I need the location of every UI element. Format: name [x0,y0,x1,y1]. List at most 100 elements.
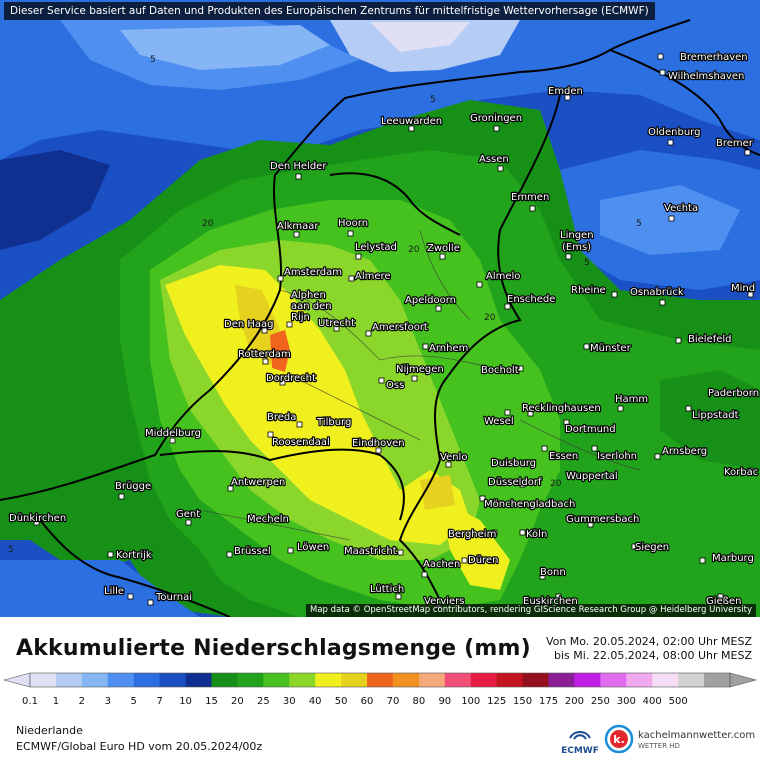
legend-tick-label: 175 [539,696,558,707]
city-dot-icon [675,337,682,344]
isoline-label: 20 [202,219,214,229]
city-marker: Gummersbach [565,513,641,528]
city-marker: Tilburg [315,416,353,429]
city-label: Dünkirchen [9,513,66,524]
city-label: Apeldoorn [405,295,456,306]
city-dot-icon [631,543,638,550]
legend-tick-label: 90 [438,696,451,707]
city-marker: Lingen(Ems) [559,229,595,260]
city-label: Emmen [511,192,549,203]
ecmwf-logo[interactable]: ECMWF [560,727,600,756]
legend-tick-label: 300 [617,696,636,707]
city-dot-icon [411,375,418,382]
city-dot-icon [365,330,372,337]
legend-tick-label: 100 [461,696,480,707]
city-dot-icon [591,445,598,452]
city-marker: Maastricht [343,545,404,558]
legend-swatch [418,673,446,687]
city-dot-icon [717,593,724,600]
city-dot-icon [654,453,661,460]
city-label: Hamm [615,394,648,405]
city-marker: Paderborn [707,387,760,400]
city-label: Vechta [664,203,698,214]
city-label: Iserlohn [597,451,637,462]
legend-swatch [185,673,212,687]
city-dot-icon [293,231,300,238]
city-marker: Bocholt [480,364,524,377]
city-dot-icon [185,519,192,526]
city-label: Alphen [291,290,326,301]
city-label: Dordrecht [266,373,316,384]
city-label: Dortmund [565,424,616,435]
legend-swatch [392,673,420,687]
city-dot-icon [617,405,624,412]
city-marker: Bremer [715,137,755,156]
city-label: Mönchengladbach [484,499,575,510]
city-marker: Essen [541,445,579,463]
isoline-label: 5 [8,545,14,555]
city-dot-icon [33,519,40,526]
precip-band-sea-lighter [120,25,330,70]
city-dot-icon [555,593,562,600]
kachelmann-logo[interactable]: k. kachelmannwetter.com WETTER HD [604,724,755,754]
city-label: Alkmaar [277,221,319,232]
city-dot-icon [279,379,286,386]
city-label: Emden [548,86,583,97]
city-label: Wilhelmshaven [668,71,744,82]
legend-swatch [315,673,342,687]
city-dot-icon [491,529,498,536]
city-dot-icon [685,405,692,412]
legend-tick-label: 80 [413,696,426,707]
city-dot-icon [333,325,340,332]
city-label: Recklinghausen [522,403,601,414]
city-marker: Utrecht [317,317,356,332]
city-marker: Mecheln [246,513,290,526]
legend-tick-label: 15 [205,696,218,707]
legend-swatch [81,673,109,687]
legend-swatch [522,673,550,687]
legend-tick-label: 200 [565,696,584,707]
region-name: Niederlande [16,724,83,737]
legend-swatch [678,673,705,687]
borders [0,19,760,617]
city-marker: Amersfoort [365,321,429,337]
city-marker: Breda [266,411,303,428]
city-marker: Zwolle [426,242,461,260]
city-dot-icon [107,551,114,558]
city-marker: Lüttich [369,583,405,600]
city-label: Osnabrück [630,287,684,298]
city-dot-icon [699,557,706,564]
city-label: Rijn [291,312,310,323]
isoline-label: 5 [636,219,642,229]
precip-band-50 [235,285,280,365]
city-marker: Den Haag [223,318,275,334]
city-label: Hoorn [338,218,368,229]
precipitation-map[interactable]: 5 5 20 5 20 20 5 5 20 Bremerhaven Wilhel… [0,0,760,617]
city-marker: Lippstadt [685,405,740,422]
city-dot-icon [118,493,125,500]
precip-band-60 [270,330,290,372]
city-dot-icon [355,253,362,260]
ijsselmeer-dyke [329,172,461,236]
city-marker: Middelburg [144,427,202,444]
city-label: Venlo [440,452,467,463]
city-marker: Korbac [723,466,760,479]
city-label: Mind [731,283,755,294]
city-marker: Emden [547,85,584,101]
city-dot-icon [445,461,452,468]
city-marker: Oss [378,377,405,392]
city-marker: Osnabrück [629,286,685,306]
city-label: Löwen [297,542,329,553]
map-attribution[interactable]: Map data © OpenStreetMap contributors, r… [306,604,756,617]
city-label: Eindhoven [352,438,405,449]
city-label: Aachen [423,559,460,570]
legend-tick-label: 50 [335,696,348,707]
coast-de-north [609,49,760,156]
city-label: Lüttich [370,584,404,595]
city-marker: Recklinghausen [521,402,602,417]
city-marker: Amsterdam [277,266,343,282]
legend-swatch [211,673,238,687]
legend-frame [29,672,731,688]
legend-tick-label: 40 [309,696,322,707]
city-marker: Löwen [287,541,330,554]
